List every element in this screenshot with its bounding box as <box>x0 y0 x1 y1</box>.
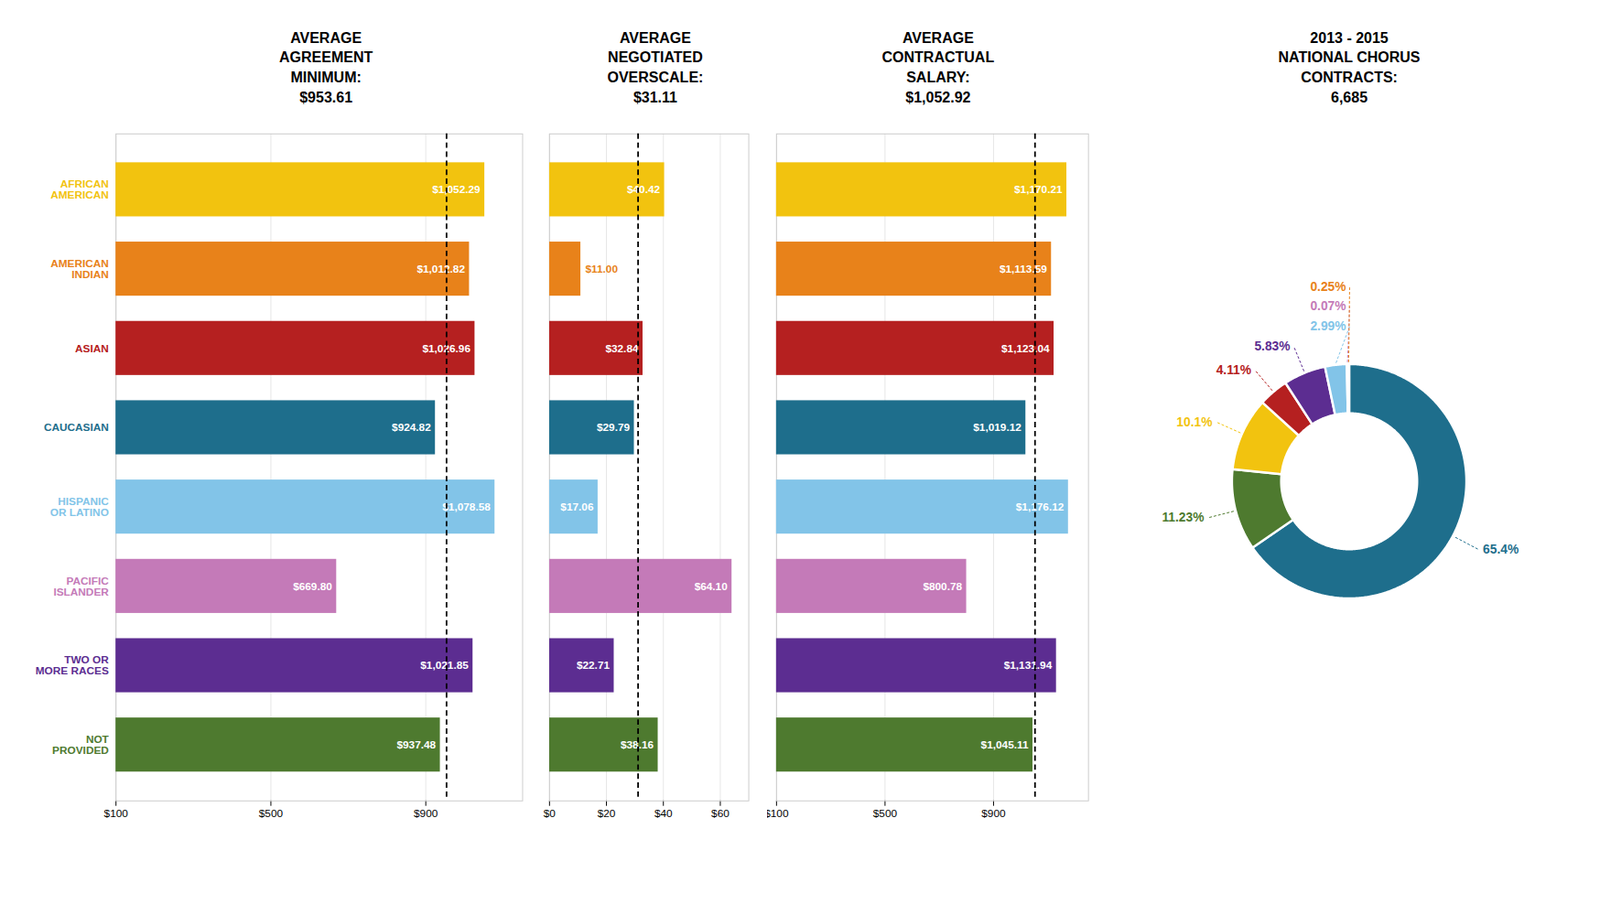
svg-text:$40.42: $40.42 <box>627 183 661 196</box>
svg-text:2.99%: 2.99% <box>1310 319 1347 334</box>
svg-text:HISPANICOR LATINO: HISPANICOR LATINO <box>50 495 110 519</box>
svg-text:$64.10: $64.10 <box>694 580 729 594</box>
html-text:AVERAGE CONTRACTUAL SALARY: $1: AVERAGE CONTRACTUAL SALARY: $1,052.92 <box>881 30 995 105</box>
svg-text:$1,021.85: $1,021.85 <box>420 659 469 672</box>
svg-text:$29.79: $29.79 <box>596 421 631 434</box>
svg-text:$11.00: $11.00 <box>585 262 619 276</box>
svg-text:$32.84: $32.84 <box>605 342 640 356</box>
svg-text:PACIFICISLANDER: PACIFICISLANDER <box>53 574 109 599</box>
svg-text:$17.06: $17.06 <box>561 500 595 514</box>
svg-text:11.23%: 11.23% <box>1161 510 1204 525</box>
svg-text:10.1%: 10.1% <box>1176 415 1212 430</box>
svg-text:5.83%: 5.83% <box>1254 339 1290 354</box>
svg-text:$500: $500 <box>259 807 284 821</box>
svg-text:$100: $100 <box>104 807 130 821</box>
svg-text:0.25%: 0.25% <box>1310 280 1347 294</box>
svg-text:$1,123.04: $1,123.04 <box>1001 342 1050 356</box>
svg-text:$1,012.82: $1,012.82 <box>416 262 465 276</box>
svg-text:65.4%: 65.4% <box>1482 542 1519 557</box>
html-text:AVERAGE NEGOTIATED OVERSCALE:: AVERAGE NEGOTIATED OVERSCALE: $31.11 <box>607 30 704 105</box>
svg-text:$1,019.12: $1,019.12 <box>972 421 1022 434</box>
svg-text:$800.78: $800.78 <box>922 580 963 594</box>
svg-text:$1,170.21: $1,170.21 <box>1014 183 1063 196</box>
svg-text:$500: $500 <box>872 807 898 821</box>
svg-text:AFRICANAMERICAN: AFRICANAMERICAN <box>50 177 109 202</box>
svg-text:NOTPROVIDED: NOTPROVIDED <box>52 733 109 757</box>
html-text:2013 - 2015 NATIONAL CHORUS CO: 2013 - 2015 NATIONAL CHORUS CONTRACTS: 6… <box>1278 30 1421 105</box>
svg-text:CAUCASIAN: CAUCASIAN <box>43 421 109 434</box>
svg-text:4.11%: 4.11% <box>1216 363 1252 378</box>
svg-text:$900: $900 <box>981 807 1006 821</box>
svg-text:$1,113.59: $1,113.59 <box>999 262 1048 276</box>
svg-text:$1,176.12: $1,176.12 <box>1015 500 1064 514</box>
svg-text:$900: $900 <box>413 807 439 821</box>
svg-text:$20: $20 <box>597 807 617 821</box>
html-text:AVERAGE AGREEMENT MINIMUM: $95: AVERAGE AGREEMENT MINIMUM: $953.61 <box>279 30 373 105</box>
svg-text:AMERICANINDIAN: AMERICANINDIAN <box>50 257 109 282</box>
svg-text:$937.48: $937.48 <box>396 738 436 752</box>
svg-text:$38.16: $38.16 <box>620 738 654 752</box>
svg-text:$1,078.58: $1,078.58 <box>442 500 491 514</box>
svg-text:$1,045.11: $1,045.11 <box>980 738 1028 752</box>
svg-text:$40: $40 <box>654 807 673 821</box>
svg-text:$669.80: $669.80 <box>292 580 333 594</box>
svg-text:$1,131.94: $1,131.94 <box>1003 659 1052 672</box>
svg-text:TWO ORMORE RACES: TWO ORMORE RACES <box>35 653 110 678</box>
svg-text:$22.71: $22.71 <box>576 659 611 672</box>
svg-text:$0: $0 <box>543 807 557 821</box>
svg-text:$1,026.96: $1,026.96 <box>422 341 471 355</box>
svg-text:$100: $100 <box>767 807 790 821</box>
svg-text:0.07%: 0.07% <box>1310 299 1347 314</box>
svg-text:ASIAN: ASIAN <box>75 342 109 356</box>
svg-text:$60: $60 <box>711 807 730 821</box>
svg-text:$1,052.29: $1,052.29 <box>432 183 481 196</box>
svg-text:$924.82: $924.82 <box>391 421 432 434</box>
